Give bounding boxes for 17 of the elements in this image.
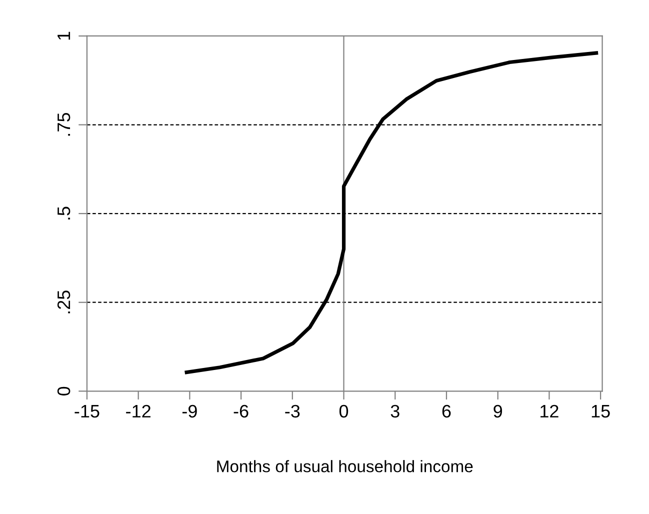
y-tick-label: .25 — [57, 290, 70, 314]
x-tick-label: -6 — [234, 404, 248, 418]
x-tick-label: 6 — [442, 404, 451, 418]
x-tick-label: 3 — [390, 404, 400, 418]
x-tick-label: -15 — [74, 405, 100, 418]
x-axis-title: Months of usual household income — [217, 460, 473, 472]
x-tick-label: 0 — [339, 404, 348, 418]
y-tick-label: .75 — [58, 112, 70, 136]
x-tick-label: 9 — [494, 404, 502, 418]
x-tick-label: -9 — [182, 404, 197, 418]
y-tick-label: .5 — [58, 206, 70, 220]
x-tick-label: -12 — [126, 404, 150, 418]
y-tick-label: 0 — [57, 386, 70, 396]
x-tick-label: -3 — [285, 404, 300, 418]
x-tick-label: 12 — [540, 404, 558, 418]
x-tick-label: 15 — [592, 405, 610, 418]
y-tick-label: 1 — [58, 32, 70, 40]
